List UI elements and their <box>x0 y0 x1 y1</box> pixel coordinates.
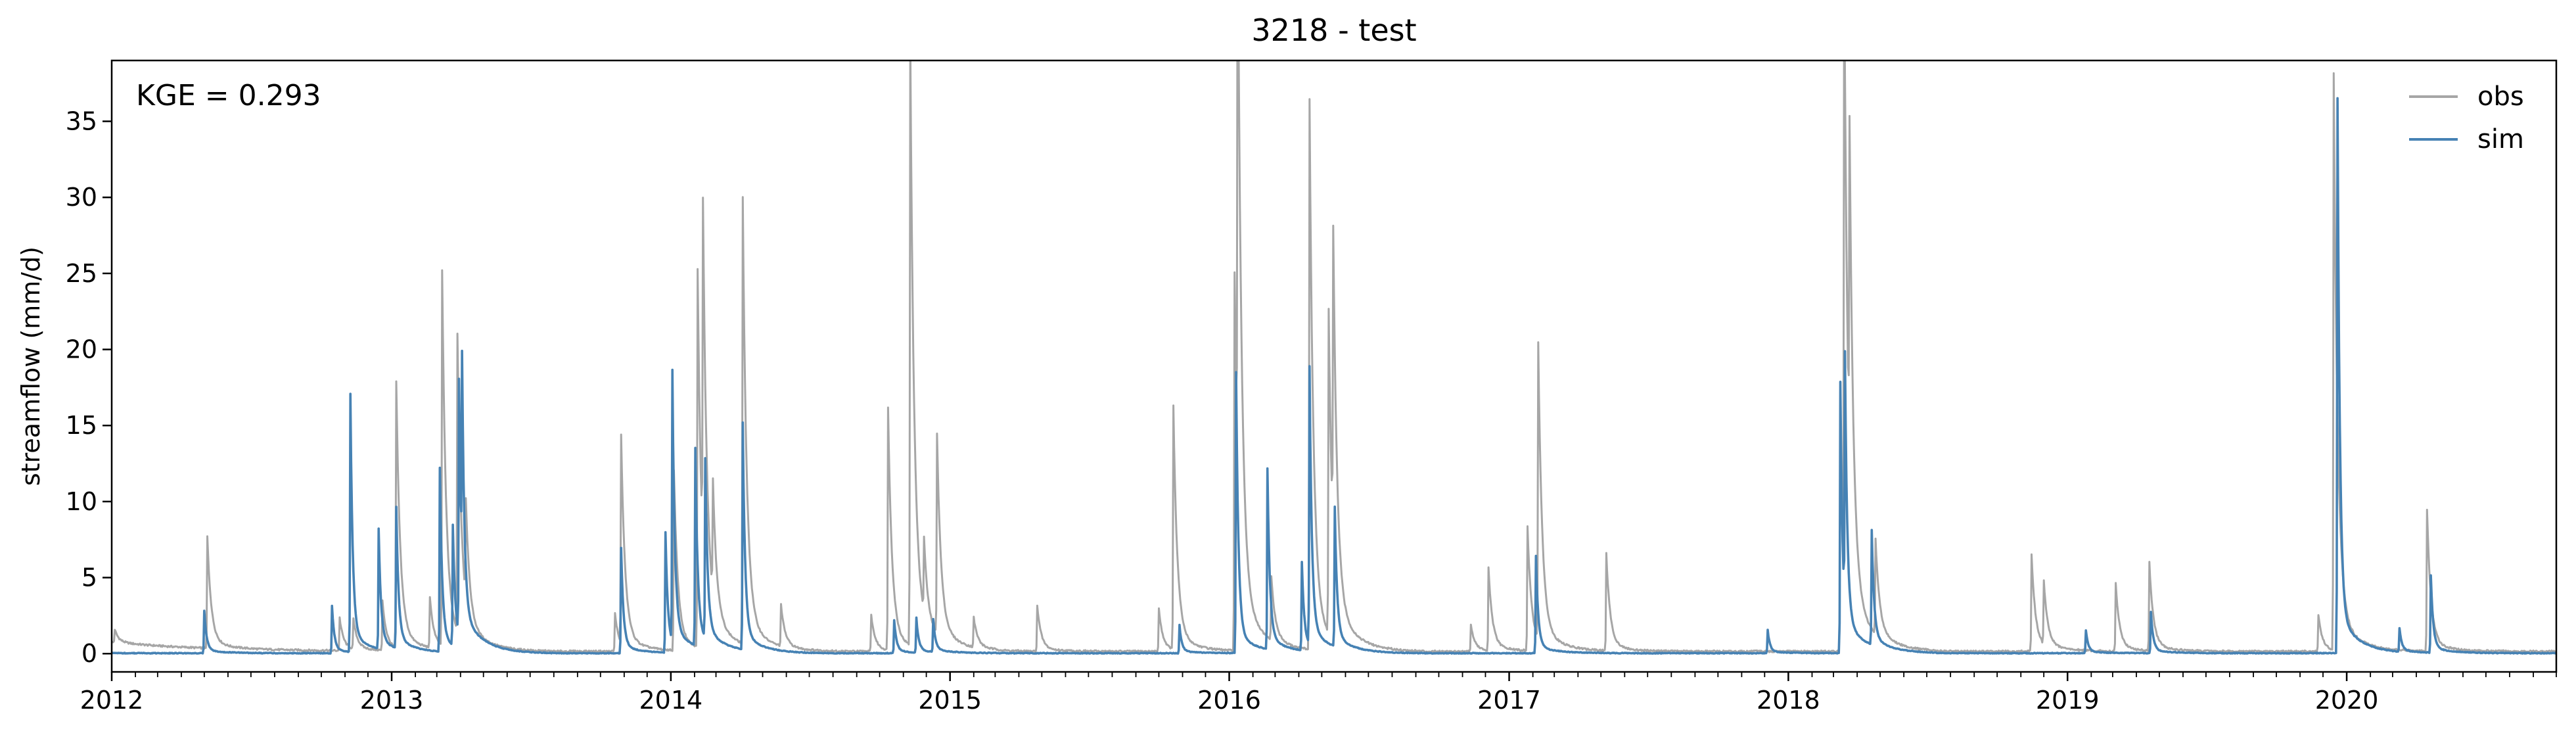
y-axis-label: streamflow (mm/d) <box>16 247 45 486</box>
y-tick-label: 35 <box>66 107 97 136</box>
x-tick-label: 2014 <box>639 686 702 715</box>
y-axis: 0 5 10 15 20 25 30 35 <box>66 107 112 668</box>
x-tick-label: 2018 <box>1757 686 1820 715</box>
x-tick-label: 2015 <box>918 686 982 715</box>
kge-annotation: KGE = 0.293 <box>136 79 321 112</box>
y-tick-label: 5 <box>81 563 97 592</box>
y-tick-label: 25 <box>66 259 97 288</box>
plot-area <box>110 59 2558 673</box>
y-tick-label: 30 <box>66 183 97 212</box>
chart-title: 3218 - test <box>1251 12 1416 48</box>
legend: obs sim <box>2409 82 2524 154</box>
x-tick-label: 2012 <box>80 686 144 715</box>
x-axis: 2012 2013 2014 2015 2016 2017 2018 2019 2020 <box>80 672 2557 715</box>
x-tick-label: 2020 <box>2315 686 2379 715</box>
x-tick-label: 2016 <box>1197 686 1261 715</box>
series-line-obs <box>112 60 2556 653</box>
plot-frame <box>110 59 2558 673</box>
x-tick-label: 2017 <box>1477 686 1541 715</box>
y-tick-label: 20 <box>66 335 97 364</box>
y-tick-label: 0 <box>81 639 97 668</box>
legend-obs-label: obs <box>2477 82 2524 112</box>
x-tick-label: 2013 <box>360 686 424 715</box>
series-line-sim <box>112 97 2556 655</box>
y-tick-label: 15 <box>66 411 97 440</box>
y-tick-label: 10 <box>66 487 97 516</box>
legend-sim-label: sim <box>2477 124 2524 154</box>
x-tick-label: 2019 <box>2036 686 2100 715</box>
